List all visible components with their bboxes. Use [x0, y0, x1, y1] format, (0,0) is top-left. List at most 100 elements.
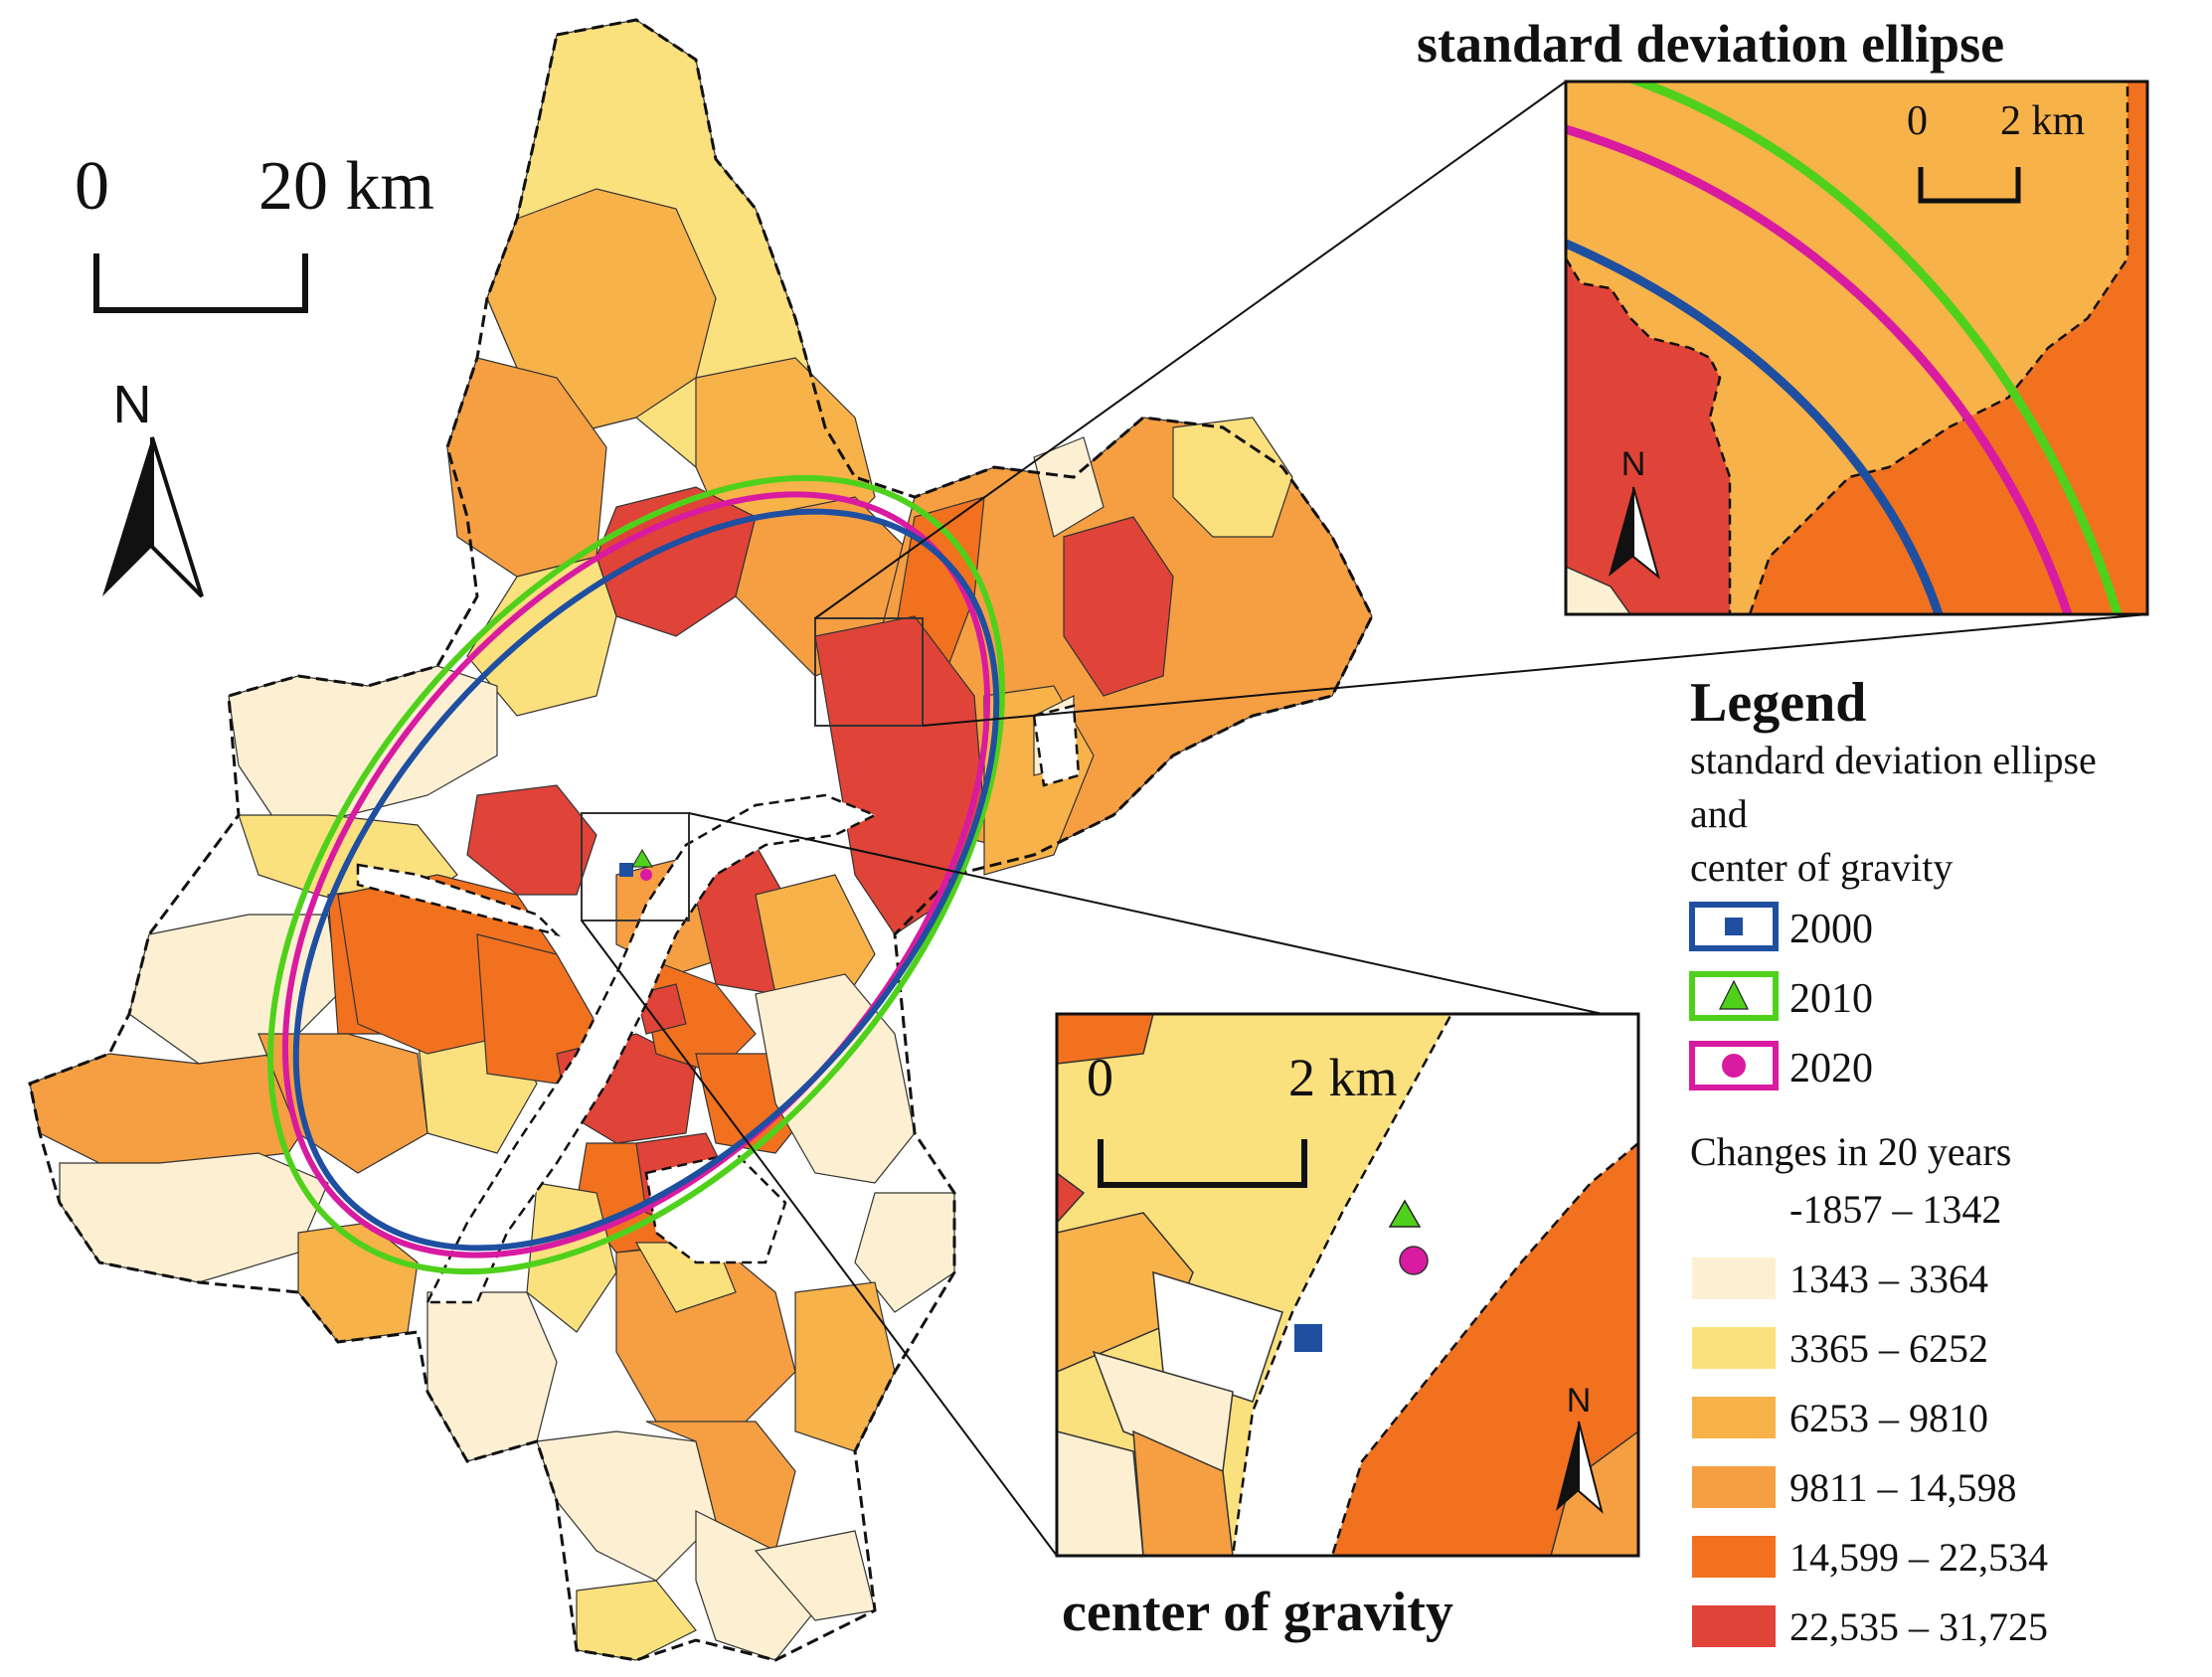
district-south-6[interactable]	[854, 1192, 955, 1313]
ellipse-inset-north-label: N	[1621, 445, 1646, 483]
ellipse-inset-scale-value: 2 km	[2000, 98, 2086, 144]
gravity-inset-zone-orange-mid	[1132, 1429, 1234, 1556]
legend-year-2020: 2020	[1689, 1041, 1873, 1091]
district-east-2[interactable]	[1033, 436, 1105, 538]
legend-class-5-swatch	[1692, 1536, 1776, 1578]
ellipse-inset-frame	[1564, 80, 2149, 616]
gravity-inset-zone-orange-east	[1330, 1141, 1638, 1556]
ellipse-inset-north-left	[1609, 487, 1633, 577]
legend-class-6: 22,535 – 31,725	[1692, 1604, 2048, 1649]
gravity-inset-zone-white	[1152, 1270, 1283, 1403]
gravity-inset-scale-value: 2 km	[1288, 1048, 1398, 1107]
legend-changes-title: Changes in 20 years	[1690, 1129, 2011, 1174]
main-scale-zero: 0	[75, 148, 109, 225]
legend-class-4-swatch	[1692, 1466, 1776, 1508]
legend-section-line3: center of gravity	[1690, 845, 1953, 890]
legend-label-2000: 2000	[1789, 907, 1873, 952]
legend-class-4: 9811 – 14,598	[1692, 1465, 2017, 1510]
district-south-2[interactable]	[526, 1182, 617, 1333]
legend-class-0: -1857 – 1342	[1692, 1187, 2001, 1232]
district-east-3[interactable]	[1063, 516, 1174, 697]
legend-class-1: 1343 – 3364	[1692, 1257, 1988, 1301]
legend-class-4-label: 9811 – 14,598	[1789, 1465, 2017, 1510]
legend-class-2-label: 3365 – 6252	[1789, 1326, 1988, 1371]
legend-label-2010: 2010	[1789, 976, 1873, 1022]
locator-box-gravity	[581, 812, 690, 922]
legend-class-1-swatch	[1692, 1258, 1776, 1299]
gravity-inset-zone-orange-top	[1057, 1014, 1154, 1065]
ellipse-2000	[292, 508, 1000, 1252]
ellipse-inset-title: standard deviation ellipse	[1417, 14, 2004, 74]
center-2010-inset	[1388, 1199, 1422, 1228]
legend-class-5: 14,599 – 22,534	[1692, 1535, 2048, 1580]
district-east-4[interactable]	[1172, 417, 1293, 538]
legend-class-3-swatch	[1692, 1397, 1776, 1438]
legend-class-6-swatch	[1692, 1605, 1776, 1647]
gravity-inset-zone-red	[1057, 1172, 1086, 1225]
north-arrow-left	[102, 437, 152, 596]
north-label: N	[113, 375, 152, 434]
ellipse-inset-arc-2000	[1566, 239, 1944, 614]
center-2000-inset	[1294, 1324, 1322, 1352]
district-south-5[interactable]	[755, 973, 916, 1184]
ellipse-inset-zone-pale	[1566, 566, 1631, 614]
legend-section-line2: and	[1690, 791, 1748, 836]
legend-class-5-label: 14,599 – 22,534	[1789, 1535, 2048, 1580]
gravity-inset-north-label: N	[1567, 1382, 1592, 1420]
gravity-inset-north-right	[1578, 1421, 1604, 1514]
main-north-arrow: N	[102, 375, 204, 598]
ellipse-inset-arc-2010	[1624, 82, 2123, 614]
ellipse-inset-scale-zero: 0	[1907, 98, 1928, 144]
legend-marker-triangle	[1719, 979, 1749, 1010]
legend-section-line1: standard deviation ellipse	[1690, 738, 2097, 782]
legend-marker-circle	[1722, 1054, 1746, 1078]
district-south-7[interactable]	[794, 1281, 896, 1452]
yangtze-river	[425, 793, 879, 1304]
gravity-inset-scale-line	[1098, 1139, 1307, 1188]
district-south-8[interactable]	[536, 1430, 717, 1582]
legend-class-2: 3365 – 6252	[1692, 1326, 1988, 1371]
gravity-inset-zone-pale-2	[1057, 1430, 1144, 1556]
center-2010-main	[631, 849, 653, 868]
legend-class-0-swatch	[1692, 1188, 1776, 1230]
main-scale-value: 20 km	[258, 148, 434, 225]
ellipse-inset-arc-2020	[1566, 124, 2073, 614]
legend-class-6-label: 22,535 – 31,725	[1789, 1604, 2048, 1649]
ellipse-inset: 0 2 km N	[1566, 82, 2147, 614]
legend-class-3: 6253 – 9810	[1692, 1396, 1988, 1440]
center-2000-main	[619, 863, 633, 877]
legend-class-3-label: 6253 – 9810	[1789, 1396, 1988, 1440]
legend-marker-square	[1725, 918, 1743, 935]
gravity-inset-north-left	[1556, 1422, 1579, 1511]
gravity-inset-scale-zero: 0	[1087, 1048, 1113, 1107]
north-arrow-right	[150, 436, 204, 598]
ellipse-2010	[267, 474, 1005, 1275]
district-core-2[interactable]	[466, 784, 597, 896]
gravity-inset-title: center of gravity	[1062, 1582, 1453, 1643]
connector-ellipse-bottom	[922, 613, 2148, 727]
gravity-inset-frame	[1055, 1012, 1640, 1558]
lake-north	[1032, 704, 1081, 787]
legend-class-1-label: 1343 – 3364	[1789, 1257, 1988, 1301]
connector-gravity-bottom	[581, 920, 1058, 1557]
ellipse-inset-north-right	[1632, 486, 1660, 580]
connector-ellipse-top	[814, 81, 1567, 619]
legend-class-0-label: -1857 – 1342	[1789, 1187, 2001, 1232]
ellipse-inset-zone-orange	[1748, 82, 2147, 614]
connector-gravity-top	[688, 812, 1604, 1015]
main-map	[28, 18, 2148, 1662]
legend-title: Legend	[1690, 672, 1866, 734]
legend-year-2010: 2010	[1689, 971, 1873, 1022]
district-north-5[interactable]	[596, 486, 757, 637]
locator-box-ellipse	[814, 617, 924, 727]
district-south-4[interactable]	[426, 1291, 558, 1462]
legend: Legend standard deviation ellipse and ce…	[1689, 672, 2097, 1649]
legend-year-2000: 2000	[1689, 902, 1873, 952]
center-2020-main	[640, 869, 652, 881]
district-south-12[interactable]	[576, 1580, 697, 1661]
main-scale-line	[93, 253, 308, 313]
main-scale-bar: 0 20 km	[75, 148, 434, 313]
center-2020-inset	[1399, 1246, 1429, 1275]
han-river	[356, 863, 562, 937]
